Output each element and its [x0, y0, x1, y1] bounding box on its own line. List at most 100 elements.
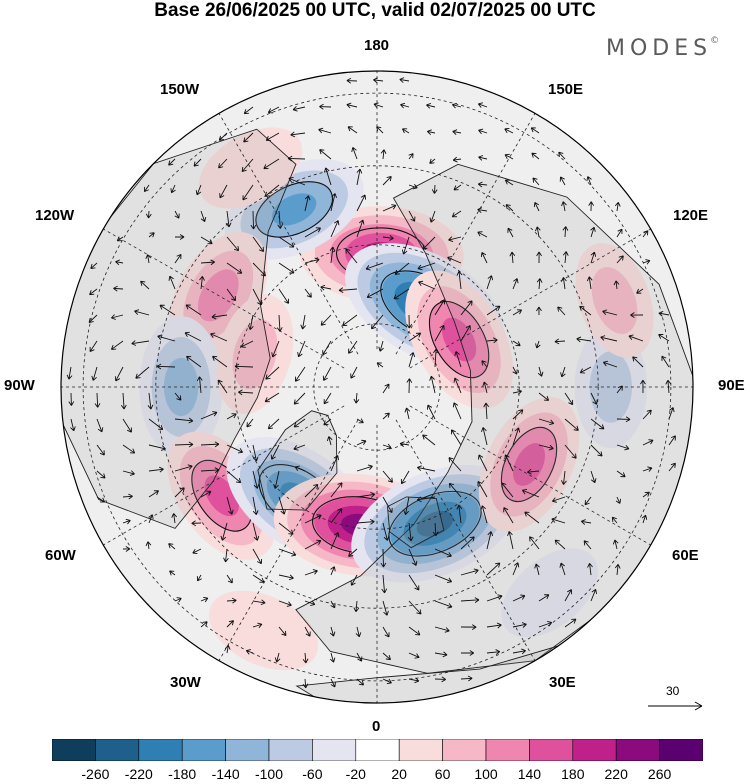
wind-vector [226, 262, 243, 274]
colorbar-label: 220 [604, 766, 628, 782]
wind-vector [370, 314, 384, 330]
reference-vector-arrow [648, 701, 703, 711]
wind-vector [304, 514, 322, 524]
wind-vector [304, 288, 312, 298]
wind-vector [135, 366, 150, 379]
wind-vector [393, 288, 410, 300]
wind-vector [431, 184, 438, 194]
wind-vector [302, 678, 309, 689]
colorbar-label: -140 [211, 766, 240, 782]
wind-vector [320, 284, 332, 291]
wind-vector [148, 444, 166, 451]
meridian-line [218, 419, 359, 661]
wind-vector [665, 379, 672, 394]
wind-vector [226, 597, 237, 604]
wind-vector [580, 519, 592, 525]
wind-vector [422, 434, 436, 446]
brand-name: MODES [606, 36, 713, 61]
lon-label-60w: 60W [45, 547, 76, 564]
wind-vector [122, 444, 136, 454]
wind-vector [403, 496, 410, 515]
wind-vector [658, 334, 670, 342]
wind-vector [382, 522, 390, 541]
wind-vector [382, 383, 390, 394]
wind-vector [293, 418, 306, 428]
wind-vector [224, 644, 231, 654]
wind-vector [394, 262, 410, 275]
wind-vector [330, 508, 343, 524]
wind-vector [561, 277, 567, 290]
wind-vector [564, 444, 577, 459]
wind-vector [140, 280, 150, 290]
meridian-line [409, 228, 651, 369]
wind-vector [452, 402, 462, 420]
wind-vector [628, 334, 644, 342]
wind-vector [382, 176, 392, 186]
wind-vector [122, 546, 131, 552]
wind-vector [353, 600, 360, 613]
wind-vector [242, 184, 254, 201]
wind-vector [486, 562, 501, 576]
wind-vector [483, 402, 490, 420]
wind-vector [356, 652, 363, 662]
coastline [61, 128, 297, 529]
wind-vector [460, 325, 471, 342]
wind-vector [533, 201, 540, 212]
wind-vector [447, 256, 462, 264]
wind-vector [536, 278, 543, 290]
wind-vector [434, 676, 447, 683]
wind-vector [535, 340, 541, 349]
wind-vector [265, 366, 280, 380]
wind-vector [225, 210, 232, 228]
wind-vector [616, 416, 631, 423]
wind-vector [504, 179, 514, 186]
wind-vector [373, 77, 384, 84]
wind-vector [602, 309, 618, 316]
wind-vector [512, 309, 523, 316]
wind-vector [561, 201, 567, 212]
wind-vector [453, 377, 462, 394]
wind-vector [304, 195, 311, 212]
wind-vector [527, 468, 540, 475]
coastline [295, 163, 693, 674]
wind-vector [530, 127, 540, 134]
wind-vector [378, 340, 384, 352]
wind-vector [322, 366, 332, 381]
colorbar-swatch [138, 739, 183, 761]
wind-vector [330, 532, 340, 550]
wind-vector [454, 351, 462, 368]
colorbar-label: -20 [345, 766, 366, 782]
wind-vector [271, 340, 280, 358]
wind-vector [486, 337, 498, 344]
meridian-line [103, 228, 345, 369]
lon-label-90e: 90E [718, 377, 745, 394]
wind-vector [174, 597, 182, 603]
wind-vector [613, 280, 620, 290]
lon-label-120w: 120W [35, 207, 75, 224]
wind-vector [564, 618, 577, 628]
wind-vector [460, 300, 473, 316]
wind-vector [612, 539, 619, 550]
wind-vector [200, 467, 220, 474]
wind-vector [429, 375, 436, 394]
wind-vector [434, 548, 452, 558]
wind-vector [240, 340, 254, 348]
wind-vector [94, 392, 101, 408]
wind-vector [501, 482, 514, 498]
colorbar-label: -60 [302, 766, 323, 782]
wind-vector [252, 496, 259, 515]
wind-vector [342, 314, 358, 327]
wind-vector [586, 276, 593, 290]
wind-vector [451, 102, 462, 109]
wind-vector [338, 287, 358, 293]
wind-vector [351, 147, 358, 160]
wind-vector [252, 574, 265, 583]
wind-vector [512, 562, 520, 576]
wind-vector [668, 435, 676, 446]
wind-vector [417, 465, 436, 472]
wind-vector [294, 465, 306, 472]
wind-vector [319, 103, 332, 110]
wind-vector [200, 621, 208, 628]
wind-vector [226, 413, 237, 420]
wind-vector [218, 158, 228, 169]
